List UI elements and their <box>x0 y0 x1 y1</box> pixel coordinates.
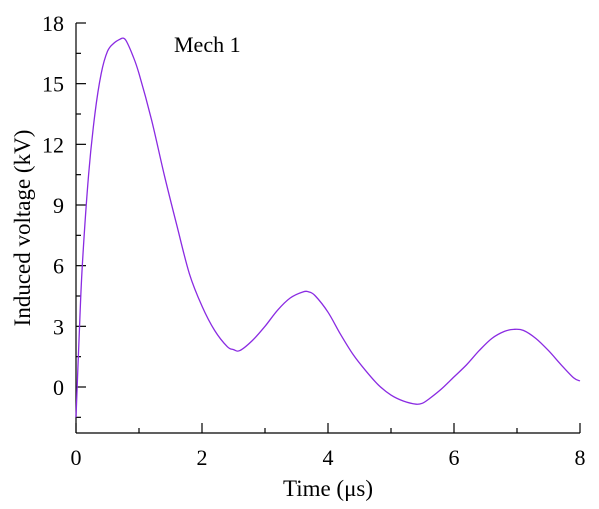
x-axis-ticks: 0 2 4 6 8 <box>71 423 586 470</box>
x-tick-label: 4 <box>323 445 334 470</box>
x-tick-label: 0 <box>71 445 82 470</box>
series-line <box>75 37 581 418</box>
y-tick-label: 6 <box>53 254 64 279</box>
x-axis-title: Time (μs) <box>283 476 373 501</box>
y-tick-label: 18 <box>42 11 64 36</box>
y-tick-label: 9 <box>53 193 64 218</box>
x-tick-label: 6 <box>449 445 460 470</box>
y-axis-title: Induced voltage (kV) <box>10 130 35 327</box>
y-tick-label: 15 <box>42 72 64 97</box>
y-tick-label: 12 <box>42 132 64 157</box>
x-tick-label: 8 <box>575 445 586 470</box>
y-axis-ticks: 0 3 6 9 12 15 18 <box>42 11 86 418</box>
x-tick-label: 2 <box>197 445 208 470</box>
series-annotation: Mech 1 <box>174 32 241 57</box>
y-tick-label: 0 <box>53 375 64 400</box>
series-layer <box>75 37 581 418</box>
y-tick-label: 3 <box>53 314 64 339</box>
